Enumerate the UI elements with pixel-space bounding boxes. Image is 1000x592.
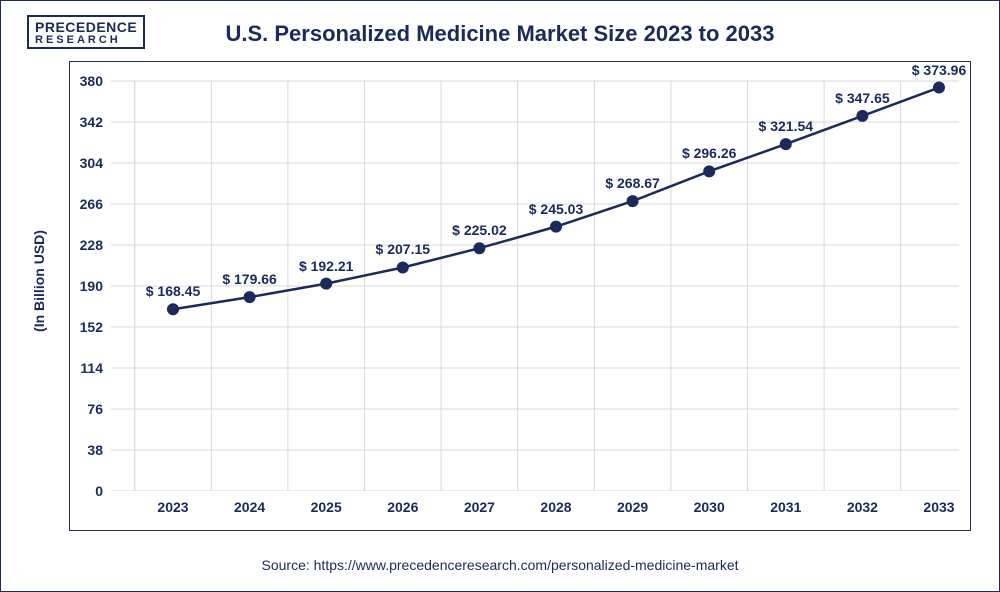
y-tick: 76: [63, 401, 103, 417]
x-tick: 2033: [923, 499, 954, 515]
data-point-label: $ 373.96: [912, 62, 967, 78]
data-point-label: $ 347.65: [835, 90, 890, 106]
source-text: Source: https://www.precedenceresearch.c…: [1, 557, 999, 573]
y-tick: 190: [63, 278, 103, 294]
x-tick: 2027: [464, 499, 495, 515]
y-tick: 114: [63, 360, 103, 376]
data-point-label: $ 321.54: [759, 118, 814, 134]
data-point-label: $ 268.67: [605, 175, 660, 191]
series-marker: [320, 278, 332, 290]
series-marker: [244, 291, 256, 303]
chart-title: U.S. Personalized Medicine Market Size 2…: [1, 21, 999, 47]
chart-container: PRECEDENCE RESEARCH U.S. Personalized Me…: [0, 0, 1000, 592]
x-tick: 2031: [770, 499, 801, 515]
y-tick: 228: [63, 237, 103, 253]
data-point-label: $ 192.21: [299, 258, 354, 274]
y-tick: 380: [63, 73, 103, 89]
x-tick: 2024: [234, 499, 265, 515]
series-marker: [780, 138, 792, 150]
y-tick: 0: [63, 483, 103, 499]
series-group: [167, 82, 945, 316]
series-marker: [167, 303, 179, 315]
series-marker: [703, 165, 715, 177]
x-tick: 2026: [387, 499, 418, 515]
series-marker: [473, 242, 485, 254]
y-tick: 38: [63, 442, 103, 458]
data-point-label: $ 168.45: [146, 283, 201, 299]
series-marker: [397, 261, 409, 273]
series-marker: [933, 82, 945, 94]
series-marker: [856, 110, 868, 122]
data-point-label: $ 245.03: [529, 201, 584, 217]
x-tick: 2025: [311, 499, 342, 515]
series-marker: [627, 195, 639, 207]
x-tick: 2023: [157, 499, 188, 515]
data-point-label: $ 179.66: [222, 271, 277, 287]
data-point-label: $ 207.15: [376, 241, 431, 257]
x-tick: 2028: [540, 499, 571, 515]
data-point-label: $ 296.26: [682, 145, 737, 161]
y-tick: 342: [63, 114, 103, 130]
data-point-label: $ 225.02: [452, 222, 507, 238]
y-tick: 304: [63, 155, 103, 171]
x-tick: 2029: [617, 499, 648, 515]
y-axis-label: (In Billion USD): [31, 230, 47, 332]
y-tick: 266: [63, 196, 103, 212]
y-tick: 152: [63, 319, 103, 335]
x-tick: 2030: [694, 499, 725, 515]
x-tick: 2032: [847, 499, 878, 515]
series-marker: [550, 221, 562, 233]
